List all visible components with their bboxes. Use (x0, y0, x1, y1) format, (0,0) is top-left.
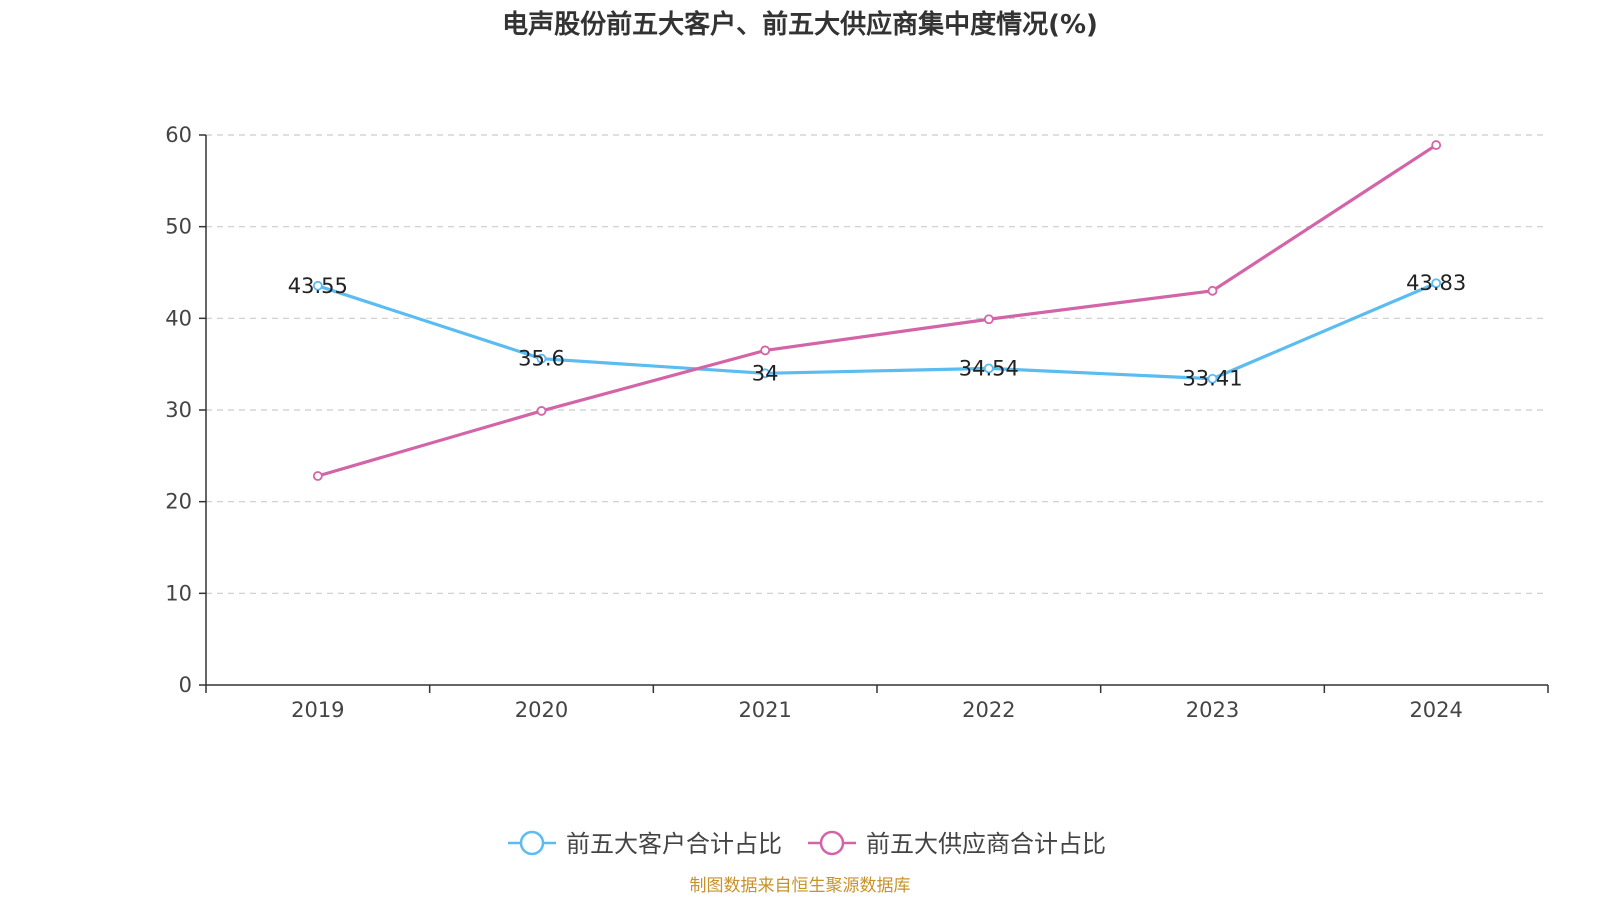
data-point[interactable] (760, 345, 771, 356)
data-label: 33.41 (1182, 367, 1242, 391)
legend-label: 前五大客户合计占比 (566, 830, 782, 858)
data-point[interactable] (1431, 140, 1442, 150)
series-lines (312, 140, 1442, 481)
x-tick-label: 2020 (515, 698, 568, 722)
data-point[interactable] (983, 363, 994, 374)
source-note: 制图数据来自恒生聚源数据库 (690, 876, 911, 896)
data-point[interactable] (1431, 278, 1442, 289)
series-line-2 (317, 143, 1438, 478)
data-label: 35.6 (518, 347, 565, 371)
legend-marker (519, 830, 545, 856)
x-tick-label: 2021 (738, 698, 791, 722)
x-tick-label: 2022 (962, 698, 1015, 722)
data-label: 34 (752, 361, 779, 385)
y-tick-label: 30 (165, 398, 192, 422)
data-point[interactable] (536, 353, 547, 364)
legend-marker (819, 830, 845, 856)
y-tick-label: 20 (165, 490, 192, 514)
data-point[interactable] (536, 406, 547, 416)
grid-lines (206, 134, 1548, 594)
data-label: 34.54 (959, 356, 1019, 380)
y-tick-label: 60 (165, 123, 192, 147)
legend-item-1[interactable]: 前五大客户合计占比 (508, 830, 782, 858)
y-tick-label: 0 (179, 673, 192, 697)
data-point[interactable] (1207, 285, 1218, 296)
y-tick-label: 50 (165, 215, 192, 239)
data-point[interactable] (760, 368, 771, 379)
data-point[interactable] (312, 280, 323, 291)
data-point[interactable] (1207, 373, 1218, 384)
data-point[interactable] (983, 314, 994, 325)
x-tick-label: 2023 (1186, 698, 1239, 722)
x-tick-label: 2019 (291, 698, 344, 722)
series-line-1 (317, 281, 1437, 381)
axes: 0 10 20 30 40 50 60 2019 2020 2021 2022 2023 2024 (165, 123, 1549, 722)
y-tick-label: 40 (165, 306, 192, 330)
x-tick-label: 2024 (1409, 698, 1462, 722)
legend-label: 前五大供应商合计占比 (866, 830, 1106, 858)
y-tick-label: 10 (165, 581, 192, 605)
data-label: 43.83 (1406, 271, 1466, 295)
chart-title: 电声股份前五大客户、前五大供应商集中度情况(%) (502, 9, 1098, 40)
legend[interactable]: 前五大客户合计占比 前五大供应商合计占比 (508, 830, 1106, 858)
data-label: 43.55 (288, 274, 348, 298)
data-point[interactable] (312, 471, 323, 481)
data-labels: 43.55 35.6 34 34.54 33.41 43.83 (288, 271, 1466, 391)
legend-item-2[interactable]: 前五大供应商合计占比 (808, 830, 1106, 858)
